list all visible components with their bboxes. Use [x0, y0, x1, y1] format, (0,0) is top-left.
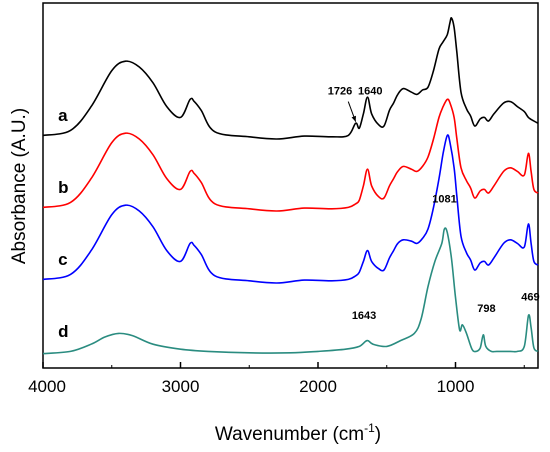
x-tick-label: 1000: [437, 377, 475, 396]
series-line-d: [42, 227, 539, 355]
x-tick-label: 2000: [299, 377, 337, 396]
arrow-head: [351, 115, 356, 122]
series-label-d: d: [58, 322, 68, 341]
x-tick-label: 4000: [28, 377, 66, 396]
peak-label-1029: 1029: [441, 0, 465, 2]
series-line-a: [42, 17, 539, 140]
plot-frame: [42, 2, 539, 369]
x-axis-ticks: 4000 3000 2000 1000: [28, 362, 525, 396]
peak-label-798: 798: [477, 303, 495, 315]
series-line-c: [42, 134, 539, 284]
series-label-b: b: [58, 178, 68, 197]
peak-label-1643: 1643: [352, 310, 376, 322]
series-line-b: [42, 98, 539, 212]
y-axis-title: Absorbance (A.U.): [9, 108, 30, 264]
series-labels: a b c d: [58, 106, 68, 341]
peak-annotations: 1726 1640 1029 1081 1643 798 469: [328, 0, 540, 322]
peak-label-1081: 1081: [432, 193, 456, 205]
x-tick-label: 3000: [162, 377, 200, 396]
x-axis-title: Wavenumber (cm-1): [215, 421, 381, 445]
series-label-c: c: [58, 250, 67, 269]
peak-label-1726: 1726: [328, 85, 352, 97]
peak-label-1640: 1640: [358, 85, 382, 97]
series-lines: [42, 17, 539, 355]
series-label-a: a: [58, 106, 68, 125]
peak-label-469: 469: [521, 291, 539, 303]
